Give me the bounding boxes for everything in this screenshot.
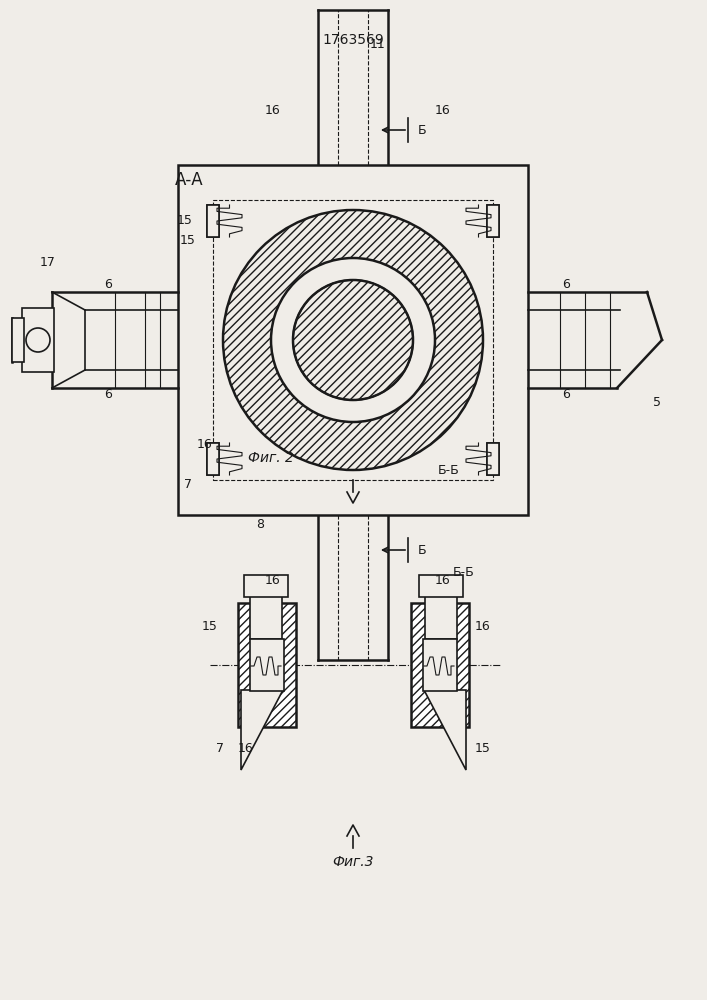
Text: 11: 11 <box>370 38 386 51</box>
Text: Б-Б: Б-Б <box>453 566 474 580</box>
Text: 15: 15 <box>202 620 218 634</box>
Bar <box>12 318 24 362</box>
Bar <box>419 575 463 597</box>
Text: Б-Б: Б-Б <box>438 464 460 477</box>
Bar <box>250 593 282 639</box>
Text: 6: 6 <box>562 278 570 292</box>
Text: 17: 17 <box>40 255 56 268</box>
Text: 16: 16 <box>435 574 451 586</box>
Text: 8: 8 <box>256 518 264 532</box>
Text: 15: 15 <box>180 233 196 246</box>
Polygon shape <box>241 690 283 770</box>
Text: Б: Б <box>418 544 426 556</box>
Bar <box>238 603 296 727</box>
Text: 6: 6 <box>104 278 112 292</box>
Bar <box>425 593 457 639</box>
Bar <box>207 205 219 237</box>
Text: Фиг.3: Фиг.3 <box>332 855 374 869</box>
Bar <box>213 200 493 480</box>
Text: 15: 15 <box>475 742 491 754</box>
Bar <box>487 205 499 237</box>
Text: 16: 16 <box>435 104 451 116</box>
Bar <box>22 308 54 372</box>
Bar <box>207 205 219 237</box>
Bar <box>250 639 284 691</box>
Text: 7: 7 <box>184 479 192 491</box>
Text: 16: 16 <box>238 742 254 754</box>
Bar <box>487 443 499 475</box>
Text: А-А: А-А <box>175 171 204 189</box>
Bar <box>207 443 219 475</box>
Bar <box>207 443 219 475</box>
Text: 16: 16 <box>197 438 213 452</box>
Text: 15: 15 <box>177 214 193 227</box>
Bar <box>411 603 469 727</box>
Circle shape <box>293 280 413 400</box>
Text: Б: Б <box>418 123 426 136</box>
Circle shape <box>26 328 50 352</box>
Text: Фиг. 2: Фиг. 2 <box>248 451 294 465</box>
Polygon shape <box>424 690 466 770</box>
Bar <box>178 165 528 515</box>
Text: 16: 16 <box>265 574 281 586</box>
Text: 6: 6 <box>104 388 112 401</box>
Bar <box>423 639 457 691</box>
Bar <box>487 443 499 475</box>
Text: 1763569: 1763569 <box>322 33 384 47</box>
Text: 7: 7 <box>216 742 224 754</box>
Text: 16: 16 <box>265 104 281 116</box>
Text: 16: 16 <box>475 620 491 634</box>
Bar <box>487 205 499 237</box>
Text: 5: 5 <box>653 395 661 408</box>
Circle shape <box>223 210 483 470</box>
Text: 6: 6 <box>562 388 570 401</box>
Circle shape <box>271 258 435 422</box>
Bar <box>244 575 288 597</box>
